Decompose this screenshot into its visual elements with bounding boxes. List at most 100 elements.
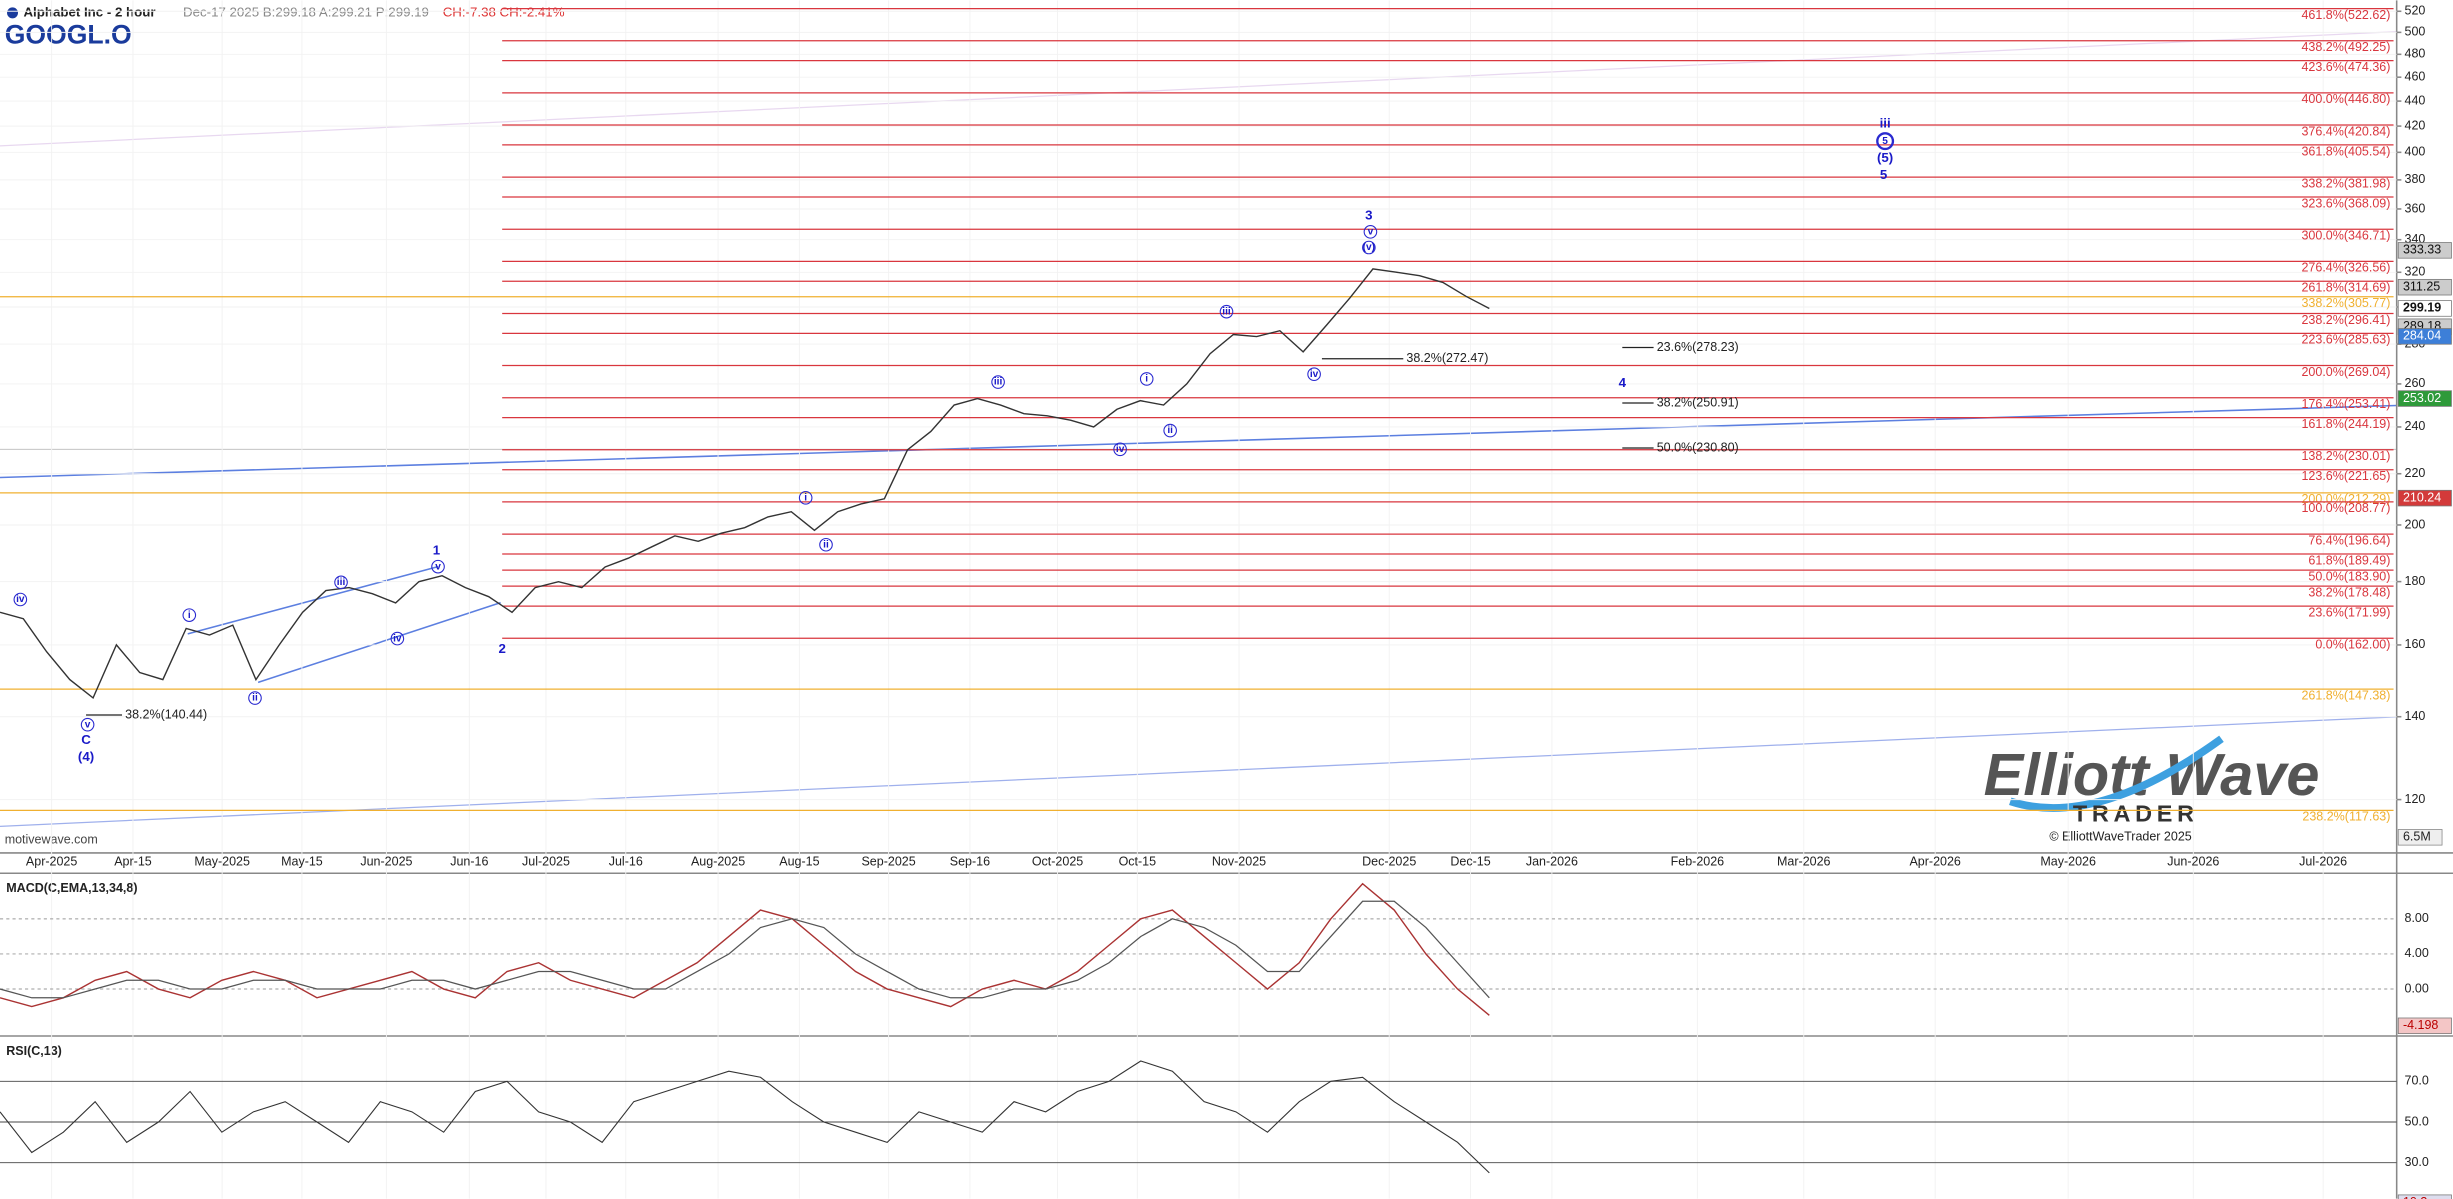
fib-label: 300.0%(346.71): [2301, 229, 2390, 243]
x-tick-label: Jan-2026: [1526, 855, 1578, 869]
fib-label: 23.6%(171.99): [2308, 605, 2390, 619]
fib-label: 438.2%(492.25): [2301, 40, 2390, 54]
fib-label: 323.6%(368.09): [2301, 196, 2390, 210]
rsi-title: RSI(C,13): [6, 1044, 62, 1058]
retracement-label: 38.2%(140.44): [125, 707, 207, 721]
wave-label: i: [1145, 374, 1148, 385]
wave-label: ii: [252, 693, 258, 704]
chart-title: Alphabet Inc - 2 hour: [23, 4, 155, 19]
logo-sub: TRADER: [2073, 801, 2199, 827]
last-tag-label: 10.3: [2403, 1195, 2427, 1199]
retracement-label: 38.2%(250.91): [1657, 395, 1739, 409]
wave-circle: [991, 375, 1005, 389]
y-tick-label: 480: [2405, 47, 2426, 61]
wave-label: iii: [337, 577, 346, 588]
x-tick-label: Oct-2025: [1032, 855, 1083, 869]
y-tick-label: 520: [2405, 4, 2426, 18]
quote: Dec-17 2025 B:299.18 A:299.21 P:299.19: [183, 4, 429, 19]
x-tick-label: Sep-16: [950, 855, 990, 869]
y-tick-label: 120: [2405, 792, 2426, 806]
wave-label: 3: [1365, 208, 1372, 223]
symbol-dot: [7, 7, 18, 19]
wave-circle: [819, 537, 833, 552]
y-tick-label: 240: [2405, 419, 2426, 433]
fib-label: 138.2%(230.01): [2301, 449, 2390, 463]
x-tick-label: Jul-2026: [2299, 855, 2347, 869]
fib-label: 200.0%(212.29): [2301, 492, 2390, 506]
price-tag-label: 333.33: [2403, 243, 2441, 257]
price-tag-label: 311.25: [2403, 279, 2440, 293]
x-tick-label: Jun-2026: [2167, 855, 2219, 869]
wave-circle: [1139, 372, 1154, 386]
y-tick-label: 8.00: [2405, 911, 2429, 925]
wave-circle: [182, 608, 197, 622]
y-tick-label: 160: [2405, 637, 2426, 651]
symbol: GOOGL.O: [5, 19, 132, 49]
fib-label: 238.2%(296.41): [2301, 313, 2390, 327]
fib-label: 161.8%(244.19): [2301, 417, 2390, 431]
wave-circle: [431, 559, 445, 574]
wave-label: iv: [393, 633, 402, 644]
fib-label: 0.0%(162.00): [2315, 638, 2390, 652]
fib-label: 176.4%(253.41): [2301, 397, 2390, 411]
wave-label: iii: [1880, 115, 1891, 130]
wave-label: ii: [823, 539, 829, 550]
x-tick-label: Jun-16: [450, 855, 488, 869]
price-tag-label: 210.24: [2403, 490, 2441, 504]
wave-label: i: [188, 610, 191, 621]
wave-circle: [1307, 367, 1321, 382]
y-tick-label: 4.00: [2405, 946, 2429, 960]
fib-label: 423.6%(474.36): [2301, 60, 2390, 74]
fib-label: 76.4%(196.64): [2308, 533, 2390, 547]
wave-label: 1: [433, 543, 441, 558]
wave-label: iv: [1116, 444, 1125, 455]
y-tick-label: 50.0: [2405, 1114, 2429, 1128]
indicator-line: [0, 882, 1490, 1016]
price-tag: [2397, 328, 2452, 345]
wave-circle: [1163, 423, 1177, 438]
wave-label: iv: [1310, 369, 1319, 380]
x-tick-label: Jul-16: [609, 855, 643, 869]
y-tick-label: 260: [2405, 376, 2426, 390]
x-tick-label: Feb-2026: [1671, 855, 1725, 869]
wave-label: (5): [1877, 150, 1893, 165]
macd-title: MACD(C,EMA,13,34,8): [6, 881, 137, 895]
x-tick-label: Apr-2025: [26, 855, 77, 869]
x-tick-label: May-2026: [2040, 855, 2096, 869]
price-tag: [2397, 278, 2452, 296]
wave-circle: [798, 491, 813, 505]
y-tick-label: 500: [2405, 25, 2426, 39]
last-tag: [2397, 1017, 2452, 1035]
price-tag: [2397, 300, 2452, 317]
y-tick-label: 220: [2405, 466, 2426, 480]
fib-label: 100.0%(208.77): [2301, 501, 2390, 515]
wave-circle: [1219, 304, 1234, 319]
wave-label: C: [81, 732, 91, 747]
wave-label: iv: [16, 594, 25, 605]
fib-label: 61.8%(189.49): [2308, 553, 2390, 567]
y-tick-label: 380: [2405, 172, 2426, 186]
y-tick-label: 420: [2405, 118, 2426, 132]
y-tick-label: 460: [2405, 69, 2426, 83]
wave-label: iii: [1222, 306, 1231, 317]
wave-label: i: [804, 493, 807, 504]
retracement-label: 50.0%(230.80): [1657, 440, 1739, 454]
wave-label: 5: [1882, 136, 1888, 147]
y-tick-label: 30.0: [2405, 1155, 2429, 1169]
wave-label: ii: [1167, 425, 1173, 436]
x-tick-label: May-2025: [194, 855, 250, 869]
x-tick-label: Nov-2025: [1212, 855, 1266, 869]
wave-circle: [1876, 132, 1895, 151]
y-tick-label: 0.00: [2405, 981, 2429, 995]
wave-label: iii: [994, 377, 1003, 388]
indicator-line: [0, 1060, 1490, 1174]
x-tick-label: Jul-2025: [522, 855, 570, 869]
y-tick-label: 200: [2405, 517, 2426, 531]
fib-label: 123.6%(221.65): [2301, 469, 2390, 483]
y-tick-label: 360: [2405, 201, 2426, 215]
copyright: © ElliottWaveTrader 2025: [2049, 830, 2191, 844]
wave-label: 4: [1619, 375, 1627, 390]
x-tick-label: Oct-15: [1119, 855, 1157, 869]
retracement-label: 38.2%(272.47): [1406, 351, 1488, 365]
fib-label: 223.6%(285.63): [2301, 333, 2390, 347]
